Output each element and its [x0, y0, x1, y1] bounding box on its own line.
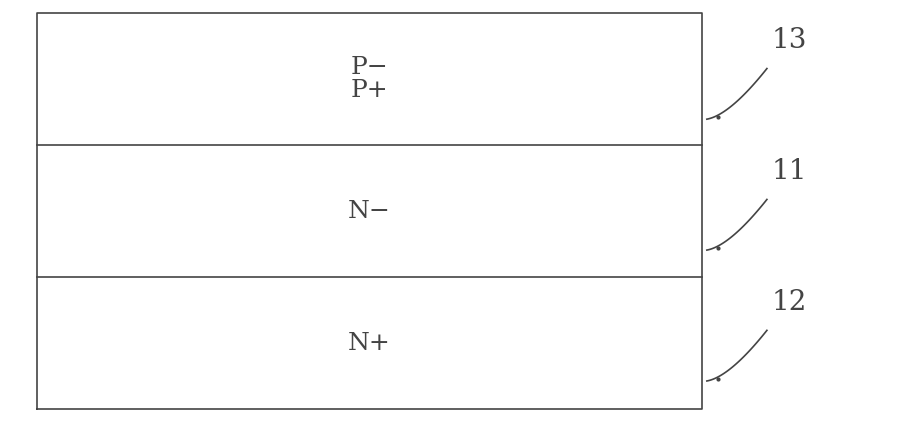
Text: N−: N−	[348, 200, 391, 222]
Text: P−: P−	[351, 56, 388, 78]
Text: 11: 11	[772, 158, 807, 185]
Text: P+: P+	[351, 79, 388, 102]
Text: 12: 12	[772, 289, 807, 316]
Text: N+: N+	[348, 332, 391, 355]
Text: 13: 13	[772, 27, 807, 54]
